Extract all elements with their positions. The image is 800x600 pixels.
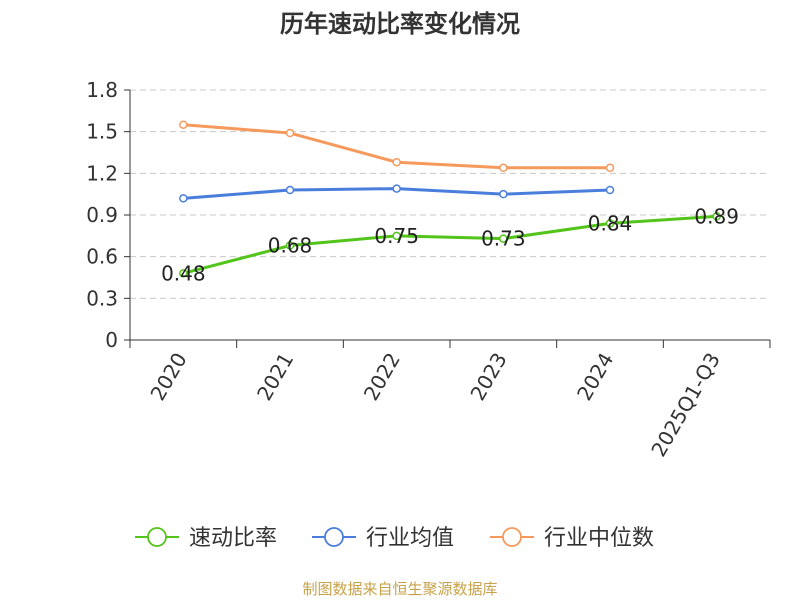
series bbox=[179, 120, 721, 278]
data-point bbox=[285, 241, 295, 250]
x-tick-label: 2025Q1-Q3 bbox=[646, 349, 725, 461]
chart-title: 历年速动比率变化情况 bbox=[280, 10, 520, 38]
legend: 速动比率 行业均值 行业中位数 bbox=[135, 526, 654, 551]
data-label: 0.84 bbox=[588, 211, 633, 235]
y-tick-label: 1.5 bbox=[86, 120, 118, 144]
data-point bbox=[179, 194, 188, 203]
legend-label: 行业均值 bbox=[366, 526, 454, 551]
data-point bbox=[499, 189, 508, 199]
y-tick-label: 1.8 bbox=[86, 78, 118, 102]
source-note: 制图数据来自恒生聚源数据库 bbox=[302, 580, 498, 598]
data-point bbox=[605, 185, 615, 195]
data-point bbox=[712, 212, 721, 221]
data-point bbox=[285, 128, 295, 138]
data-label: 0.89 bbox=[694, 204, 739, 228]
grid-lines bbox=[130, 89, 770, 299]
legend-marker bbox=[502, 527, 522, 547]
data-label: 0.73 bbox=[481, 227, 526, 251]
data-point bbox=[179, 120, 188, 129]
y-tick-label: 0 bbox=[105, 328, 118, 352]
data-point bbox=[605, 163, 615, 173]
data-point bbox=[392, 157, 401, 167]
y-tick-label: 0.3 bbox=[86, 286, 118, 310]
x-tick-label: 2020 bbox=[145, 349, 191, 405]
legend-marker bbox=[324, 527, 344, 547]
y-tick-label: 0.6 bbox=[86, 245, 118, 269]
data-point bbox=[285, 185, 295, 195]
data-label: 0.68 bbox=[268, 234, 313, 258]
data-point bbox=[179, 269, 188, 278]
data-labels: 0.48 0.68 0.75 0.73 0.84 0.89 bbox=[161, 204, 739, 285]
data-point bbox=[499, 163, 508, 173]
x-tick-label: 2024 bbox=[572, 349, 618, 405]
x-tick-label: 2023 bbox=[465, 349, 511, 405]
data-label: 0.48 bbox=[161, 261, 206, 285]
data-point bbox=[499, 234, 508, 243]
data-point bbox=[392, 184, 401, 193]
data-point bbox=[392, 231, 401, 241]
x-ticks: 2020 2021 2022 2023 2024 2025Q1-Q3 bbox=[129, 340, 771, 461]
x-tick-label: 2022 bbox=[359, 349, 405, 405]
data-point bbox=[605, 219, 615, 228]
y-tick-label: 1.2 bbox=[86, 161, 118, 185]
y-ticks: 0 0.3 0.6 0.9 1.2 1.5 1.8 bbox=[86, 78, 130, 352]
legend-label: 速动比率 bbox=[189, 526, 277, 551]
y-tick-label: 0.9 bbox=[86, 203, 118, 227]
legend-label: 行业中位数 bbox=[544, 526, 654, 551]
series-line bbox=[182, 214, 717, 275]
legend-marker bbox=[147, 527, 167, 547]
data-label: 0.75 bbox=[374, 224, 419, 248]
x-tick-label: 2021 bbox=[252, 349, 298, 405]
